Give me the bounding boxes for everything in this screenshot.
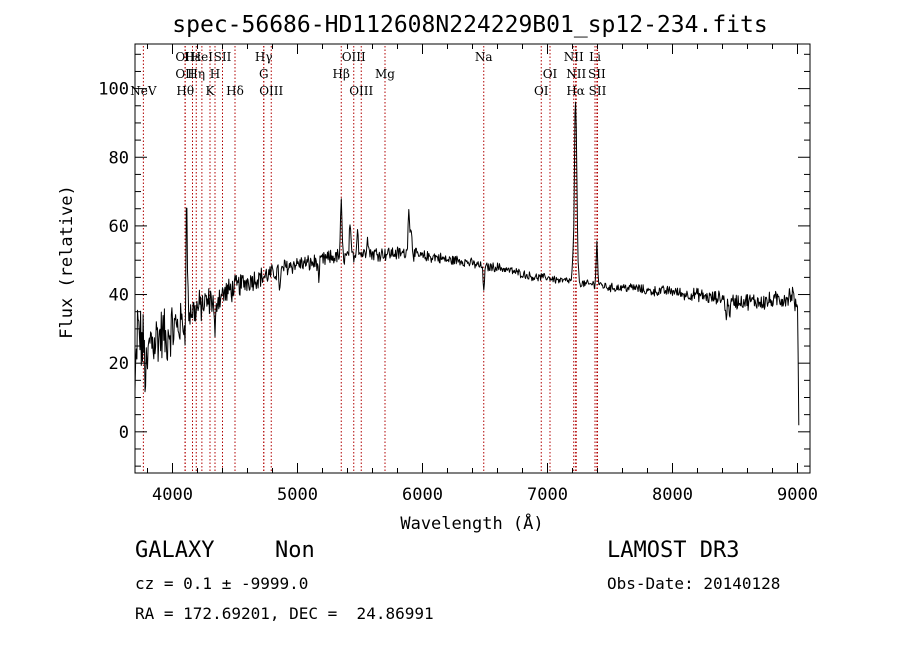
object-subclass: Non bbox=[275, 538, 315, 563]
coordinates-readout: RA = 172.69201, DEC = 24.86991 bbox=[135, 604, 434, 623]
marker-label: K bbox=[206, 84, 216, 98]
marker-label: NeV bbox=[130, 84, 157, 98]
x-tick-label: 5000 bbox=[277, 485, 318, 505]
marker-label: Hε bbox=[184, 50, 201, 64]
chart-title: spec-56686-HD112608N224229B01_sp12-234.f… bbox=[172, 12, 767, 38]
x-tick-label: 9000 bbox=[777, 485, 818, 505]
marker-label: Hθ bbox=[176, 84, 194, 98]
marker-label: H bbox=[210, 67, 220, 81]
y-axis: 0 20 40 60 80 100 bbox=[98, 53, 810, 467]
marker-label: SII bbox=[589, 84, 607, 98]
emission-line-markers bbox=[142, 46, 598, 473]
marker-label: OI bbox=[543, 67, 558, 81]
x-axis: 4000 5000 6000 7000 8000 9000 bbox=[147, 44, 818, 505]
marker-label: Li bbox=[589, 50, 601, 64]
marker-label: HeI bbox=[191, 50, 214, 64]
y-tick-label: 40 bbox=[109, 286, 129, 306]
marker-label: OIII bbox=[349, 84, 373, 98]
x-tick-label: 4000 bbox=[152, 485, 193, 505]
marker-label: SII bbox=[588, 67, 606, 81]
marker-label: NII bbox=[566, 67, 586, 81]
marker-label: OIII bbox=[342, 50, 366, 64]
emission-line-labels: NeV OII OII Hθ Hε Hη HeI KH SII Hδ Hγ G OIII Hβ OIII OI… bbox=[130, 50, 606, 98]
redshift-readout: cz = 0.1 ± -9999.0 bbox=[135, 574, 309, 593]
y-axis-label: Flux (relative) bbox=[57, 185, 77, 339]
marker-label: Hβ bbox=[333, 67, 350, 81]
flux-series-line bbox=[134, 101, 800, 426]
object-class: GALAXY bbox=[135, 538, 215, 563]
marker-label: SII bbox=[214, 50, 232, 64]
marker-label: Hγ bbox=[255, 50, 273, 64]
marker-label: Hα bbox=[566, 84, 585, 98]
marker-label: Mg bbox=[375, 67, 395, 81]
marker-label: NII bbox=[564, 50, 584, 64]
x-tick-label: 7000 bbox=[527, 485, 568, 505]
marker-label: OII bbox=[175, 67, 195, 81]
observation-date: Obs-Date: 20140128 bbox=[607, 574, 781, 593]
x-tick-label: 6000 bbox=[402, 485, 443, 505]
y-tick-label: 20 bbox=[109, 354, 129, 374]
marker-label: Hδ bbox=[226, 84, 244, 98]
marker-label: OII bbox=[175, 50, 195, 64]
marker-label: Hη bbox=[187, 67, 205, 81]
plot-frame bbox=[134, 43, 811, 474]
marker-label: Na bbox=[475, 50, 493, 64]
survey-name: LAMOST DR3 bbox=[607, 538, 740, 563]
marker-label: OIII bbox=[259, 84, 283, 98]
marker-label: G bbox=[259, 67, 269, 81]
y-tick-label: 0 bbox=[119, 423, 129, 443]
x-axis-label: Wavelength (Å) bbox=[400, 512, 543, 534]
x-tick-label: 8000 bbox=[652, 485, 693, 505]
y-tick-label: 60 bbox=[109, 217, 129, 237]
y-tick-label: 100 bbox=[98, 80, 129, 100]
marker-label: OI bbox=[534, 84, 549, 98]
y-tick-label: 80 bbox=[109, 148, 129, 168]
